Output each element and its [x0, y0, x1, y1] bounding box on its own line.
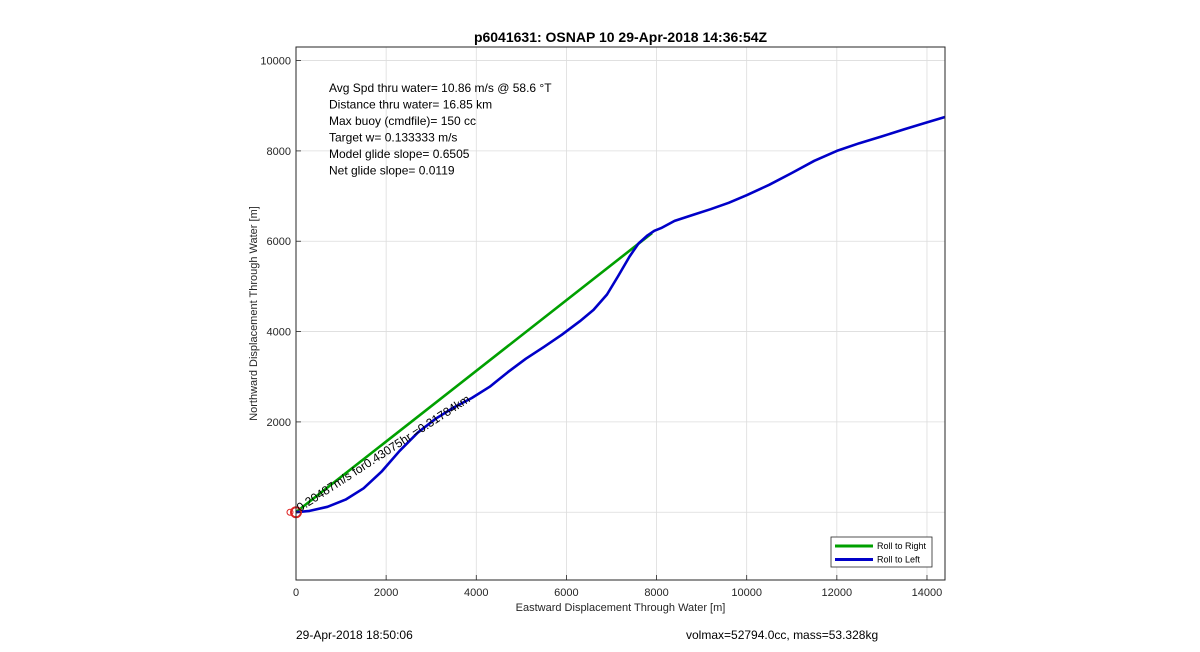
info-line-max-buoy: Max buoy (cmdfile)= 150 cc [329, 114, 476, 128]
chart-title: p6041631: OSNAP 10 29-Apr-2018 14:36:54Z [474, 29, 768, 45]
x-axis-label: Eastward Displacement Through Water [m] [516, 602, 726, 614]
y-axis-label: Northward Displacement Through Water [m] [248, 206, 260, 421]
y-tick-label: 10000 [260, 56, 291, 68]
footer-volmax-mass: volmax=52794.0cc, mass=53.328kg [686, 628, 879, 642]
x-tick-label: 8000 [644, 587, 668, 599]
info-line-avg-speed: Avg Spd thru water= 10.86 m/s @ 58.6 °T [329, 81, 552, 95]
y-tick-label: 4000 [267, 327, 291, 339]
info-line-target-w: Target w= 0.133333 m/s [329, 131, 457, 145]
x-tick-label: 2000 [374, 587, 398, 599]
y-tick-label: 8000 [267, 146, 291, 158]
y-tick-label: 2000 [267, 417, 291, 429]
legend-box [830, 536, 933, 568]
legend-label-roll-to-right: Roll to Right [877, 541, 927, 551]
axes-box [295, 46, 946, 581]
x-tick-label: 6000 [554, 587, 578, 599]
x-tick-label: 14000 [912, 587, 943, 599]
legend: Roll to Right Roll to Left [830, 536, 933, 568]
info-line-net-glide-slope: Net glide slope= 0.0119 [329, 164, 455, 178]
tick-layer: 0 2000 4000 6000 8000 10000 12000 14000 2000 4000… [260, 56, 942, 599]
series-layer [295, 115, 946, 514]
series-line-roll-to-right [295, 232, 653, 514]
x-tick-label: 4000 [464, 587, 488, 599]
x-tick-label: 12000 [822, 587, 853, 599]
y-tick-label: 6000 [267, 236, 291, 248]
x-tick-label: 10000 [731, 587, 762, 599]
legend-label-roll-to-left: Roll to Left [877, 555, 921, 565]
info-line-model-glide-slope: Model glide slope= 0.6505 [329, 147, 470, 161]
start-marker-ghost [286, 508, 294, 516]
series-line-roll-to-left [295, 115, 946, 514]
footer-timestamp: 29-Apr-2018 18:50:06 [296, 628, 413, 642]
info-line-distance: Distance thru water= 16.85 km [329, 98, 492, 112]
x-tick-label: 0 [293, 587, 299, 599]
